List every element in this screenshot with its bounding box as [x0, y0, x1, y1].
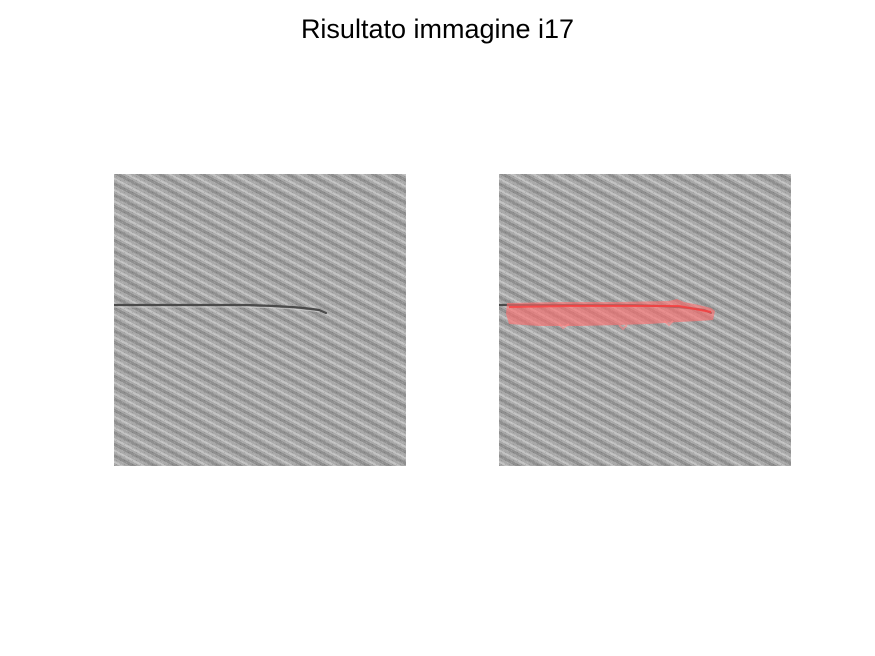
original-fabric-image: [114, 174, 406, 466]
defect-highlight-overlay: [506, 299, 715, 331]
detection-image-panel: [499, 174, 791, 466]
detection-fabric-image: [499, 174, 791, 466]
original-image-panel: [114, 174, 406, 466]
defect-line: [114, 303, 328, 315]
figure-title: Risultato immagine i17: [300, 14, 575, 44]
